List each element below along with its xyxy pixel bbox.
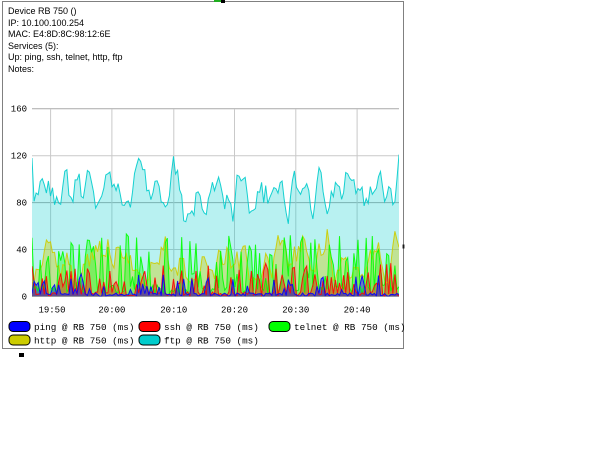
svg-text:ftp @ RB 750 (ms): ftp @ RB 750 (ms) — [164, 336, 259, 347]
svg-text:ssh @ RB 750 (ms): ssh @ RB 750 (ms) — [164, 322, 259, 333]
svg-text:80: 80 — [16, 199, 27, 209]
svg-text:19:50: 19:50 — [38, 306, 65, 316]
svg-text:20:20: 20:20 — [221, 306, 248, 316]
svg-text:160: 160 — [11, 105, 27, 115]
svg-text:20:00: 20:00 — [98, 306, 125, 316]
svg-text:40: 40 — [16, 246, 27, 256]
svg-text:ping @ RB 750 (ms): ping @ RB 750 (ms) — [34, 322, 134, 333]
svg-text:0: 0 — [22, 293, 27, 303]
svg-text:20:40: 20:40 — [344, 306, 371, 316]
svg-text:120: 120 — [11, 152, 27, 162]
svg-text:20:30: 20:30 — [282, 306, 309, 316]
svg-text:http @ RB 750 (ms): http @ RB 750 (ms) — [34, 336, 134, 347]
svg-text:20:10: 20:10 — [160, 306, 187, 316]
svg-text:telnet @ RB 750 (ms): telnet @ RB 750 (ms) — [294, 322, 406, 333]
